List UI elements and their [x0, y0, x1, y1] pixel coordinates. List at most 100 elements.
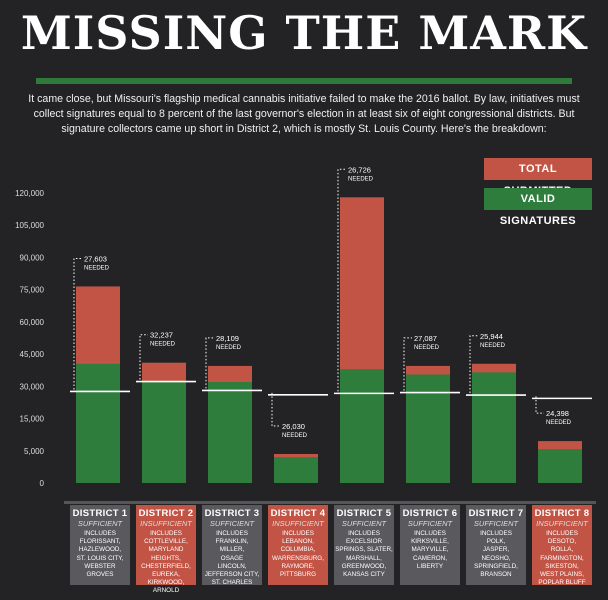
district-include-line: WEBSTER GROVES — [84, 562, 116, 579]
district-includes: INCLUDES LEBANON, COLUMBIA, WARRENSBURG, RAY… — [268, 530, 328, 579]
valid-signatures-bar — [340, 369, 384, 483]
district-include-line: KIRKSVILLE, — [411, 538, 449, 546]
district-include-line: EUREKA, — [152, 571, 180, 579]
district-include-line: INCLUDES — [480, 530, 512, 537]
needed-value-label: 26,030 — [282, 422, 305, 431]
district-include-line: WEST PLAINS, — [540, 571, 584, 579]
needed-value-label: 32,237 — [150, 331, 173, 340]
needed-leader — [271, 392, 280, 427]
district-includes: INCLUDES POLK, JASPER, NEOSHO, SPRINGFIELD, B… — [466, 530, 526, 579]
district-include-line: CAMERON, — [413, 554, 447, 562]
district-include-line: INCLUDES — [348, 530, 380, 537]
y-tick-label: 75,000 — [20, 286, 45, 295]
district-status: SUFFICIENT — [341, 519, 387, 528]
district-panel: DISTRICT 8 INSUFFICIENT INCLUDES DESOTO, ROL… — [532, 505, 592, 587]
valid-signatures-bar — [274, 457, 318, 483]
needed-leader — [535, 396, 544, 414]
district-status: SUFFICIENT — [407, 519, 453, 528]
district-panel: DISTRICT 3 SUFFICIENT INCLUDES FRANKLIN, MIL… — [202, 505, 262, 587]
district-include-line: INCLUDES — [150, 530, 182, 537]
district-include-line: JASPER, — [482, 546, 510, 554]
needed-caption: NEEDED — [150, 342, 176, 348]
district-name: DISTRICT 5 — [336, 508, 392, 519]
district-include-line: INCLUDES — [216, 530, 248, 537]
district-include-line: SIKESTON, — [545, 562, 579, 570]
valid-signatures-bar — [76, 363, 120, 483]
district-name: DISTRICT 8 — [534, 508, 590, 519]
district-includes: INCLUDES EXCELSIOR SPRINGS, SLATER, MARSHAL… — [334, 530, 394, 579]
district-include-line: ST. LOUIS CITY, — [76, 554, 124, 562]
district-include-line: BRANSON — [480, 571, 512, 579]
needed-value-label: 27,603 — [84, 254, 107, 263]
district-panel: DISTRICT 7 SUFFICIENT INCLUDES POLK, JASPER,… — [466, 505, 526, 585]
district-include-line: MILLER, — [219, 546, 245, 554]
needed-value-label: 28,109 — [216, 334, 239, 343]
y-tick-label: 45,000 — [20, 350, 45, 359]
district-include-line: INCLUDES — [84, 530, 116, 537]
valid-signatures-bar — [142, 381, 186, 483]
needed-caption: NEEDED — [282, 433, 308, 439]
district-baseline — [64, 501, 596, 504]
needed-caption: NEEDED — [348, 176, 374, 182]
valid-signatures-bar — [472, 372, 516, 483]
district-include-line: KIRKWOOD, — [147, 579, 185, 587]
page-title: MISSING THE MARK — [20, 6, 588, 60]
district-panel: DISTRICT 2 INSUFFICIENT INCLUDES COTTLEVILL… — [136, 505, 196, 594]
district-name: DISTRICT 1 — [72, 508, 128, 519]
district-include-line: HAZLEWOOD, — [78, 546, 122, 554]
district-include-line: POPLAR BLUFF — [538, 579, 586, 587]
district-panel: DISTRICT 5 SUFFICIENT INCLUDES EXCELSIOR SPR… — [334, 505, 394, 585]
district-status: INSUFFICIENT — [140, 519, 192, 528]
needed-value-label: 27,087 — [414, 334, 437, 343]
district-name: DISTRICT 6 — [402, 508, 458, 519]
needed-value-label: 26,726 — [348, 165, 371, 174]
district-includes: INCLUDES DESOTO, ROLLA, FARMINGTON, SIKESTON… — [532, 530, 592, 587]
needed-caption: NEEDED — [216, 345, 242, 351]
district-include-line: DESOTO, — [547, 538, 577, 546]
valid-signatures-bar — [406, 374, 450, 483]
district-include-line: POLK, — [486, 538, 506, 546]
district-panel: DISTRICT 6 SUFFICIENT INCLUDES KIRKSVILLE, M… — [400, 505, 460, 585]
district-includes: INCLUDES FLORISSANT, HAZLEWOOD, ST. LOUIS C… — [70, 530, 130, 579]
district-include-line: RAYMORE, — [281, 562, 315, 570]
district-include-line: CHESTERFIELD, — [141, 562, 191, 570]
district-status: SUFFICIENT — [77, 519, 123, 528]
district-name: DISTRICT 4 — [270, 508, 326, 519]
district-includes: INCLUDES FRANKLIN, MILLER, OSAGE LINCOLN, JEF… — [202, 530, 262, 587]
district-include-line: MARSHALL, — [346, 554, 382, 562]
title-rule — [36, 78, 572, 84]
needed-value-label: 24,398 — [546, 409, 569, 418]
district-panel: DISTRICT 4 INSUFFICIENT INCLUDES LEBANON, CO… — [268, 505, 328, 585]
district-include-line: JEFFERSON CITY, — [204, 571, 260, 579]
district-name: DISTRICT 7 — [468, 508, 524, 519]
district-include-line: WARRENSBURG, — [272, 554, 324, 562]
needed-leader — [337, 168, 346, 392]
needed-caption: NEEDED — [480, 343, 506, 349]
district-include-line: PITTSBURG — [279, 571, 317, 579]
legend-valid-signatures: VALID SIGNATURES — [484, 188, 592, 227]
district-include-line: NEOSHO, — [481, 554, 511, 562]
district-status: INSUFFICIENT — [272, 519, 324, 528]
needed-value-label: 25,944 — [480, 332, 503, 341]
y-tick-label: 90,000 — [20, 253, 45, 262]
district-include-line: MARYLAND HEIGHTS, — [148, 546, 184, 562]
district-include-line: LIBERTY — [416, 562, 444, 570]
valid-signatures-bar — [538, 449, 582, 483]
y-tick-label: 0 — [40, 479, 45, 488]
district-include-line: SPRINGFIELD, — [474, 562, 518, 570]
y-tick-label: 105,000 — [15, 221, 44, 230]
district-include-line: INCLUDES — [282, 530, 314, 537]
y-tick-label: 15,000 — [20, 415, 45, 424]
district-status: SUFFICIENT — [209, 519, 255, 528]
needed-leader — [139, 334, 148, 380]
district-include-line: FLORISSANT, — [79, 538, 121, 546]
district-include-line: KANSAS CITY — [343, 571, 385, 579]
y-tick-label: 120,000 — [15, 189, 44, 198]
needed-caption: NEEDED — [414, 345, 440, 351]
district-include-line: EXCELSIOR — [345, 538, 383, 546]
district-include-line: COTTLEVILLE, — [144, 538, 188, 546]
district-include-line: FRANKLIN, — [215, 538, 249, 546]
district-status: SUFFICIENT — [473, 519, 519, 528]
district-include-line: OSAGE — [220, 554, 244, 562]
district-include-line: ROLLA, — [550, 546, 574, 554]
